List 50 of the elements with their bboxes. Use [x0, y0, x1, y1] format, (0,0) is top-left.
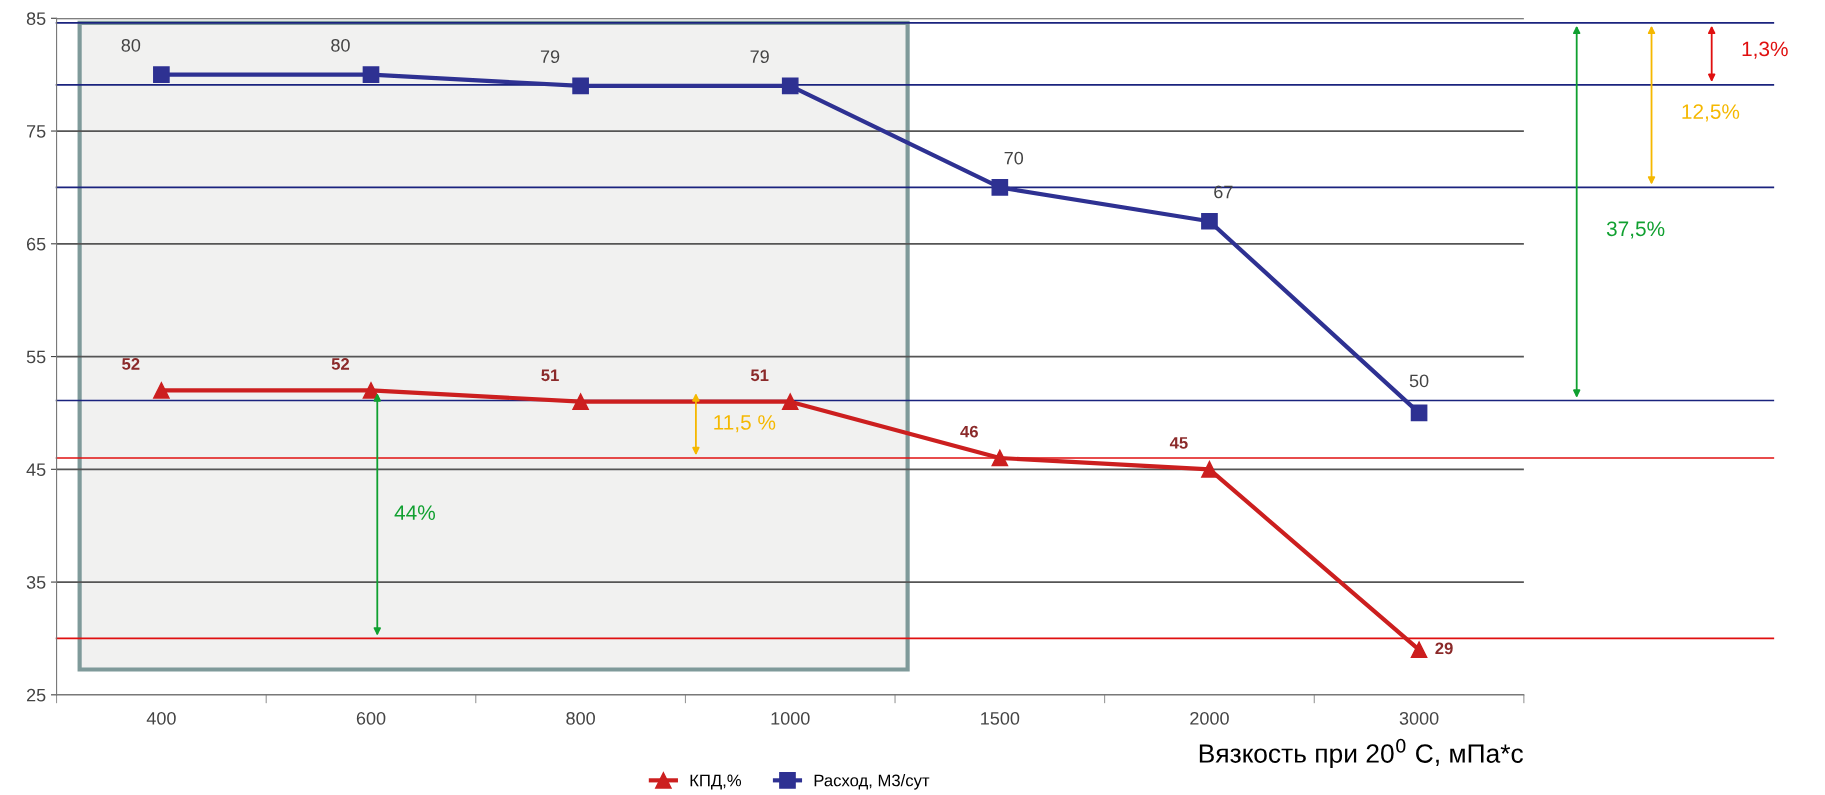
legend-label: КПД,% — [690, 774, 742, 790]
data-label: 29 — [1435, 642, 1453, 655]
point — [1201, 212, 1218, 230]
point — [991, 449, 1009, 467]
data-label: 46 — [960, 425, 978, 438]
y-tick-label: 45 — [26, 463, 46, 477]
data-label: 67 — [1214, 185, 1233, 199]
point — [781, 77, 799, 95]
x-tick-label: 400 — [146, 711, 176, 725]
y-tick-label: 55 — [26, 350, 46, 364]
data-label: 80 — [331, 38, 350, 52]
data-label: 51 — [750, 369, 769, 382]
point — [991, 179, 1009, 196]
point — [362, 66, 380, 83]
point — [572, 77, 589, 95]
y-tick-label: 85 — [26, 12, 46, 26]
data-label: 50 — [1409, 374, 1429, 388]
text: 1,3% — [1742, 41, 1788, 59]
legend-label: Расход, М3/сут — [814, 774, 930, 790]
data-label: 79 — [540, 50, 560, 64]
point — [1201, 460, 1218, 478]
x-axis-title: Вязкость при 20$^{0}$ С, мПа*с — [1199, 738, 1523, 769]
point — [153, 66, 170, 83]
y-tick-label: 65 — [26, 237, 46, 251]
data-label: 52 — [331, 358, 350, 370]
data-label: 70 — [1004, 151, 1024, 165]
x-tick-label: 2000 — [1190, 711, 1229, 725]
data-label: 45 — [1169, 437, 1188, 449]
data-label: 51 — [541, 369, 559, 382]
point — [153, 382, 170, 399]
point — [1410, 404, 1428, 422]
x-tick-label: 800 — [566, 711, 595, 725]
text: 37,5% — [1606, 221, 1665, 239]
point — [362, 382, 380, 399]
data-label: 52 — [122, 358, 140, 370]
x-tick-label: 600 — [356, 711, 386, 725]
x-tick-label: 1500 — [981, 711, 1020, 725]
x-tick-label: 3000 — [1399, 711, 1439, 725]
point — [781, 393, 799, 410]
y-tick-label: 35 — [26, 576, 46, 589]
x-tick-label: 1000 — [771, 711, 810, 725]
y-tick-label: 75 — [27, 125, 46, 138]
data-label: 79 — [750, 50, 769, 64]
data-label: 80 — [121, 38, 141, 52]
annotation: 11,5 % — [714, 415, 776, 433]
point — [1410, 641, 1428, 659]
annotation: 44% — [394, 505, 436, 520]
text: 12,5% — [1682, 104, 1740, 122]
point — [572, 393, 589, 410]
y-tick-label: 25 — [26, 688, 46, 702]
